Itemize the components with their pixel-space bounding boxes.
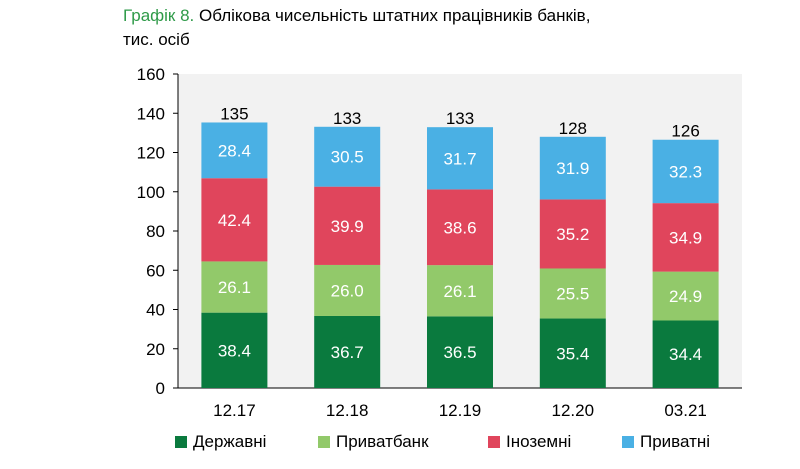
bar-total-label: 133 (333, 109, 361, 128)
bar-segment (652, 271, 719, 321)
segment-value-label: 38.4 (218, 341, 251, 360)
segment-value-label: 34.4 (669, 345, 702, 364)
bar-segment (652, 320, 719, 388)
bar-segment (201, 261, 268, 313)
y-tick-label: 40 (146, 301, 165, 320)
bar-segment (427, 189, 493, 266)
legend-swatch (622, 436, 634, 448)
y-tick-label: 60 (146, 261, 165, 280)
segment-value-label: 35.2 (556, 225, 589, 244)
y-tick-label: 0 (156, 379, 165, 398)
x-tick-label: 12.19 (439, 401, 482, 420)
chart-title: Графік 8. Облікова чисельність штатних п… (123, 4, 783, 52)
legend-swatch (488, 436, 500, 448)
bar-segment (539, 318, 606, 388)
legend-item: Іноземні (488, 432, 571, 452)
segment-value-label: 39.9 (331, 217, 364, 236)
y-tick-label: 140 (137, 104, 165, 123)
y-tick-label: 160 (137, 65, 165, 84)
bar-segment (539, 199, 606, 269)
bar-segment (314, 186, 381, 265)
legend-item: Приватні (622, 432, 710, 452)
bar-total-label: 126 (671, 122, 699, 141)
legend-item: Приватбанк (318, 432, 429, 452)
bar-segment (539, 136, 606, 200)
x-tick-label: 03.21 (664, 401, 707, 420)
bar-segment (201, 178, 268, 262)
legend-label: Державні (193, 432, 267, 451)
segment-value-label: 38.6 (443, 218, 476, 237)
segment-value-label: 24.9 (669, 287, 702, 306)
x-tick-label: 12.18 (326, 401, 369, 420)
y-tick-label: 100 (137, 183, 165, 202)
segment-value-label: 42.4 (218, 211, 251, 230)
segment-value-label: 25.5 (556, 285, 589, 304)
bar-segment (314, 315, 381, 388)
bar-segment (427, 265, 493, 317)
bar-segment (652, 139, 719, 204)
segment-value-label: 28.4 (218, 141, 251, 160)
bar-total-label: 133 (446, 109, 474, 128)
bar-segment (539, 268, 606, 319)
segment-value-label: 36.7 (331, 343, 364, 362)
segment-value-label: 26.1 (218, 278, 251, 297)
bar-segment (201, 312, 268, 388)
bar-segment (427, 316, 493, 388)
y-tick-label: 120 (137, 144, 165, 163)
bar-total-label: 128 (559, 119, 587, 138)
legend-label: Приватбанк (336, 432, 429, 451)
bar-segment (427, 127, 493, 190)
legend-swatch (175, 436, 187, 448)
y-tick-label: 20 (146, 340, 165, 359)
x-tick-label: 12.17 (213, 401, 256, 420)
bar-segment (652, 203, 719, 272)
y-tick-label: 80 (146, 222, 165, 241)
legend-label: Іноземні (506, 432, 572, 451)
segment-value-label: 32.3 (669, 162, 702, 181)
segment-value-label: 34.9 (669, 228, 702, 247)
legend-label: Приватні (640, 432, 711, 451)
bar-total-label: 135 (220, 104, 248, 123)
bar-segment (201, 122, 268, 179)
segment-value-label: 26.1 (443, 282, 476, 301)
segment-value-label: 36.5 (443, 343, 476, 362)
legend-item: Державні (175, 432, 266, 452)
legend-swatch (318, 436, 330, 448)
chart-title-line1: Облікова чисельність штатних працівників… (199, 6, 591, 25)
segment-value-label: 26.0 (331, 281, 364, 300)
bar-segment (314, 264, 381, 316)
chart-legend: Державні Приватбанк Іноземні Приватні (0, 432, 800, 456)
segment-value-label: 30.5 (331, 148, 364, 167)
chart-title-line2: тис. осіб (123, 30, 190, 49)
segment-value-label: 35.4 (556, 344, 589, 363)
bar-segment (314, 126, 381, 187)
segment-value-label: 31.9 (556, 159, 589, 178)
chart-title-prefix: Графік 8. (123, 6, 195, 25)
x-tick-label: 12.20 (552, 401, 595, 420)
segment-value-label: 31.7 (443, 149, 476, 168)
